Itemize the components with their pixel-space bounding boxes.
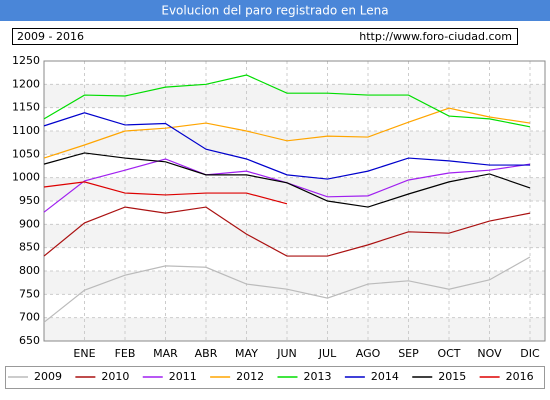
y-tick-label: 1250 <box>12 54 40 67</box>
y-tick-label: 1050 <box>12 147 40 160</box>
legend-label: 2011 <box>169 370 197 383</box>
y-tick-label: 900 <box>19 217 40 230</box>
series-line <box>43 112 530 180</box>
legend-label: 2013 <box>304 370 332 383</box>
legend-label: 2015 <box>438 370 466 383</box>
x-tick-label: ABR <box>195 347 218 360</box>
y-tick-label: 1000 <box>12 171 40 184</box>
x-tick-label: DIC <box>520 347 540 360</box>
y-tick-label: 700 <box>19 311 40 324</box>
legend-label: 2012 <box>236 370 264 383</box>
series-line <box>43 107 531 159</box>
x-tick-label: FEB <box>115 347 136 360</box>
grid-band <box>44 177 545 201</box>
grid-band <box>44 317 545 341</box>
x-tick-label: NOV <box>477 347 502 360</box>
grid-band <box>44 271 545 295</box>
legend-label: 2009 <box>34 370 62 383</box>
plot-border <box>43 60 546 342</box>
header-box <box>12 28 518 45</box>
legend-label: 2014 <box>371 370 399 383</box>
y-tick-label: 750 <box>19 287 40 300</box>
series-line <box>43 256 531 323</box>
y-tick-label: 650 <box>19 334 40 347</box>
y-tick-label: 950 <box>19 194 40 207</box>
grid-band <box>44 131 545 155</box>
x-tick-label: AGO <box>356 347 381 360</box>
y-tick-label: 1150 <box>12 101 40 114</box>
y-tick-label: 800 <box>19 264 40 277</box>
y-tick-label: 850 <box>19 241 40 254</box>
series-line <box>43 74 531 128</box>
x-tick-label: MAY <box>235 347 258 360</box>
legend-label: 2016 <box>506 370 534 383</box>
grid-band <box>44 224 545 248</box>
subtitle: 2009 - 2016 <box>17 30 84 43</box>
series-line <box>43 181 288 205</box>
x-tick-label: SEP <box>398 347 419 360</box>
x-tick-label: MAR <box>153 347 178 360</box>
legend-label: 2010 <box>101 370 129 383</box>
x-tick-label: JUN <box>276 347 297 360</box>
x-tick-label: JUL <box>318 347 337 360</box>
title-bar <box>0 0 550 21</box>
grid-band <box>44 84 545 108</box>
y-tick-label: 1200 <box>12 77 40 90</box>
chart-title: Evolucion del paro registrado en Lena <box>161 4 388 18</box>
series-line <box>43 152 531 208</box>
y-tick-label: 1100 <box>12 124 40 137</box>
x-tick-label: ENE <box>73 347 95 360</box>
series-line <box>43 206 531 257</box>
source: http://www.foro-ciudad.com <box>359 30 512 43</box>
x-tick-label: OCT <box>437 347 460 360</box>
legend-box <box>5 366 545 389</box>
